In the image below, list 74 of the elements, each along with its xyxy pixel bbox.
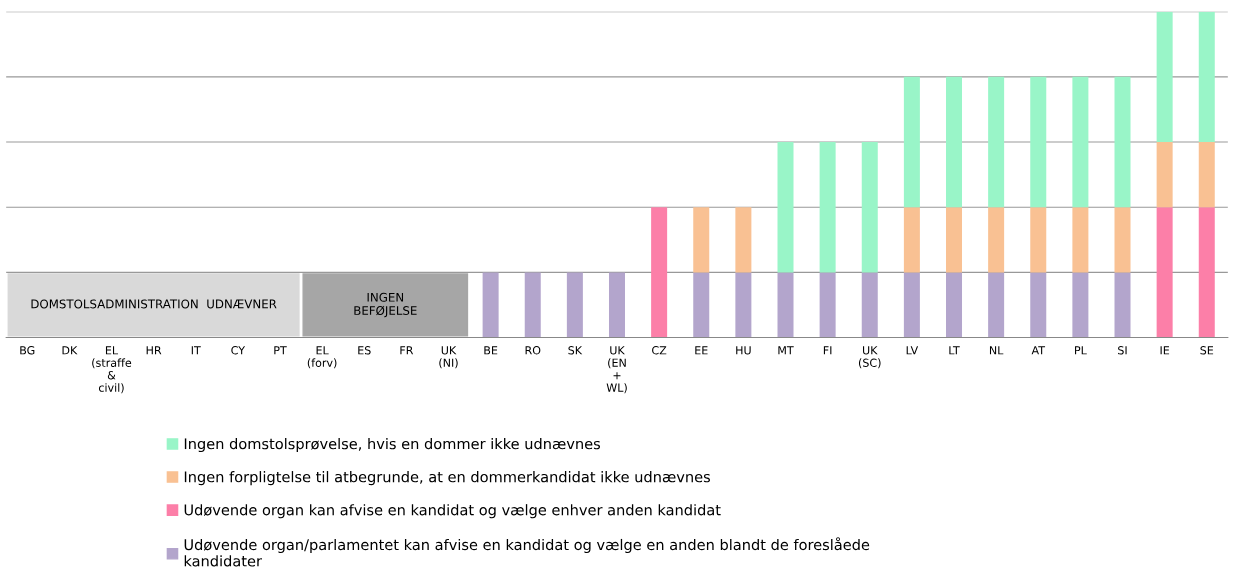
bar [861, 142, 878, 273]
bar [651, 207, 668, 338]
x-tick-label: EL (forv) [307, 346, 337, 369]
x-tick-label: EE [695, 346, 708, 355]
bar [988, 76, 1005, 208]
x-tick-label: IE [1160, 346, 1170, 355]
x-tick-label: RO [525, 346, 541, 355]
bar [819, 272, 836, 338]
bar [609, 272, 625, 338]
legend-label: Ingen domstolsprøvelse, hvis en dommer ikke udnævnes [184, 437, 601, 453]
x-tick-label: AT [1031, 346, 1046, 355]
bar [988, 207, 1005, 273]
x-tick-label: LT [949, 346, 960, 355]
bar [1198, 207, 1215, 338]
x-tick-label: HU [736, 346, 751, 355]
bar [1156, 142, 1173, 208]
bar [1030, 76, 1047, 208]
bar [1114, 272, 1131, 338]
band-label: INGEN BEFØJELSE [354, 292, 417, 318]
bar [1156, 11, 1173, 143]
x-tick-label: PL [1075, 346, 1087, 355]
bar [1114, 207, 1131, 273]
bar [1030, 207, 1047, 273]
legend-label: Udøvende organ/parlamentet kan afvise en kandidat og vælge en anden blandt de foreslåede kandidater [184, 537, 870, 567]
bar [735, 272, 752, 338]
x-tick-label: UK (EN + WL) [606, 346, 627, 394]
bar [1198, 11, 1215, 143]
bar [482, 272, 499, 338]
x-tick-label: SK [568, 346, 583, 355]
bar [1072, 207, 1089, 273]
bar [777, 272, 794, 338]
legend-label: Udøvende organ kan afvise en kandidat og vælge enhver anden kandidat [184, 504, 721, 519]
x-tick-label: MT [778, 346, 794, 355]
x-tick-label: FI [823, 346, 832, 355]
x-tick-label: SE [1200, 346, 1214, 355]
x-tick-label: ES [358, 346, 371, 355]
x-tick-label: SI [1118, 346, 1127, 355]
bar [566, 272, 583, 338]
bar [735, 207, 752, 273]
bar [1072, 272, 1089, 338]
bar [1030, 272, 1047, 338]
bar [903, 207, 920, 273]
x-tick-label: DK [62, 346, 78, 355]
x-tick-label: UK (SC) [858, 346, 881, 369]
bar [819, 142, 836, 273]
x-tick-label: CY [231, 346, 246, 355]
bar [693, 207, 710, 273]
bar [1114, 76, 1131, 208]
bar [946, 207, 963, 273]
x-tick-label: HR [146, 346, 162, 355]
x-tick-label: FR [400, 346, 414, 355]
x-tick-label: BE [484, 346, 498, 355]
bar [946, 272, 963, 338]
x-tick-label: BG [20, 346, 35, 355]
x-tick-label: UK (NI) [439, 346, 458, 369]
legend-label: Ingen forpligtelse til atbegrunde, at en dommerkandidat ikke udnævnes [184, 471, 710, 486]
band-label: DOMSTOLSADMINISTRATION UDNÆVNER [31, 299, 277, 309]
bar [1156, 207, 1173, 338]
bar [946, 76, 963, 208]
bar [777, 142, 794, 273]
x-tick-label: CZ [652, 346, 667, 355]
bar [903, 76, 920, 208]
bar [903, 272, 920, 338]
x-tick-label: NL [989, 346, 1004, 355]
x-tick-label: LV [906, 346, 919, 355]
bar [988, 272, 1005, 338]
bar [693, 272, 710, 338]
x-tick-label: PT [274, 346, 287, 355]
x-tick-label: IT [191, 346, 201, 355]
bar [1072, 76, 1089, 208]
bar [524, 272, 541, 338]
x-tick-label: EL (straffe & civil) [92, 346, 132, 394]
bar [861, 272, 878, 338]
bar [1198, 142, 1215, 208]
